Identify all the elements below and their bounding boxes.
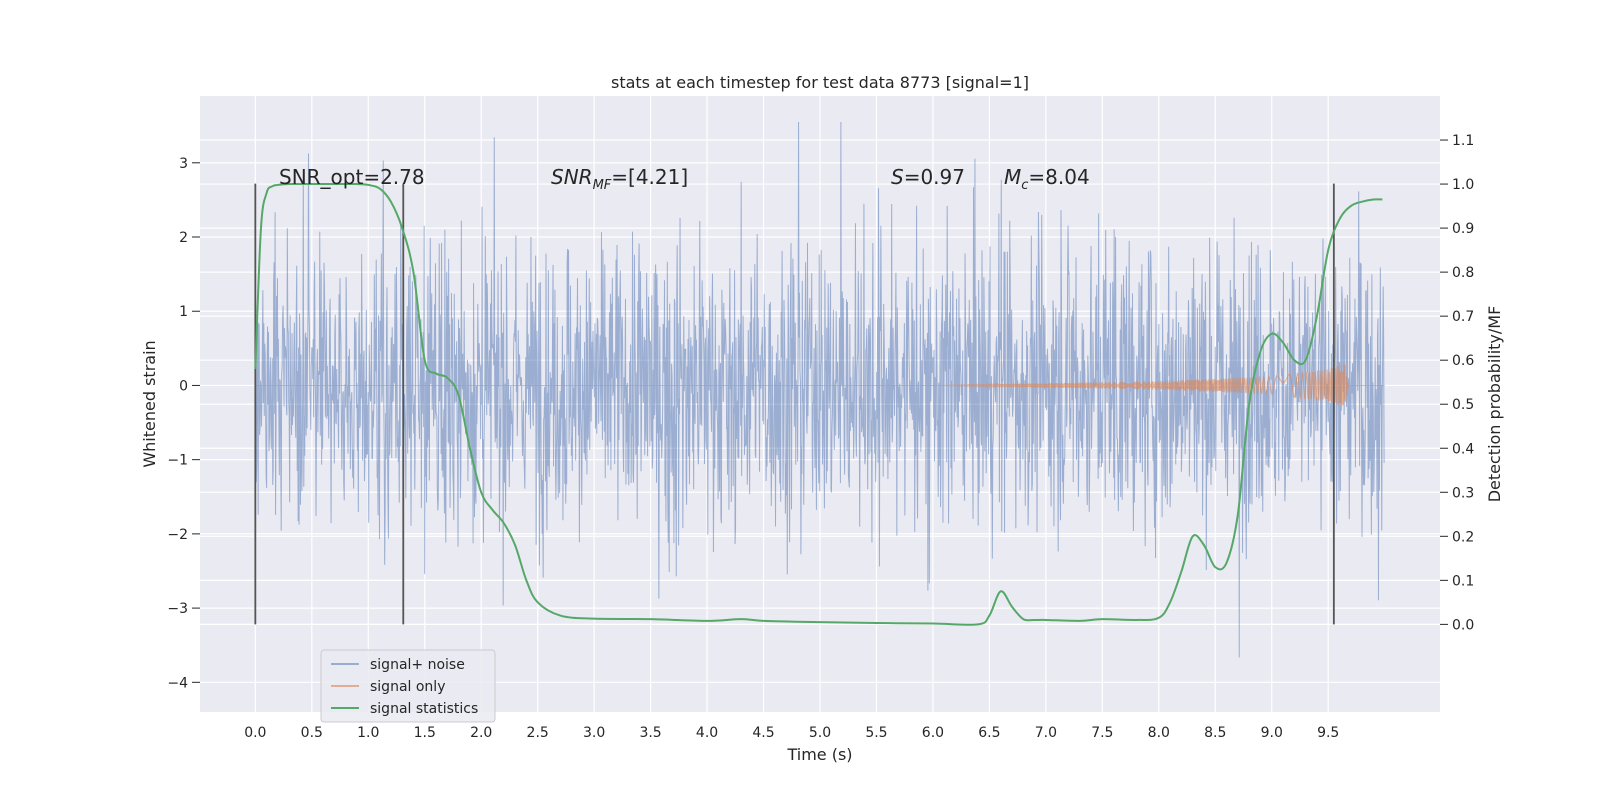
signal-only-line <box>255 363 1385 406</box>
tick-labels: 0.0 0.5 1.0 1.5 2.0 2.5 3.0 3.5 4.0 4.5 5.0 5.5 6.0 6… <box>167 133 1474 741</box>
series-signal-statistics <box>254 182 1383 626</box>
x-tick-label: 0.0 <box>244 725 266 741</box>
annotation-s: S=0.97 <box>891 165 965 189</box>
series-signal-only <box>255 363 1385 406</box>
mc-subscript: c <box>1021 178 1028 193</box>
y-right-tick-label: 0.8 <box>1452 265 1474 281</box>
vertical-markers <box>254 183 1335 625</box>
y-right-tick-label: 0.6 <box>1452 353 1474 369</box>
y-left-tick-label: −3 <box>167 601 188 617</box>
legend: signal+ noise signal only signal statist… <box>320 649 496 723</box>
snr-mf-symbol: SNR <box>551 165 593 189</box>
y-right-tick-label: 0.1 <box>1452 573 1474 589</box>
series-signal-noise <box>254 121 1385 658</box>
x-tick-label: 8.5 <box>1204 725 1226 741</box>
annotation-mc: Mc=8.04 <box>1004 165 1090 193</box>
y-right-tick-label: 0.5 <box>1452 397 1474 413</box>
y-right-tick-label: 1.1 <box>1452 133 1474 149</box>
y-right-tick-label: 0.9 <box>1452 221 1474 237</box>
x-tick-label: 5.0 <box>809 725 831 741</box>
y-left-tick-label: −4 <box>167 675 188 691</box>
x-tick-label: 1.5 <box>414 725 436 741</box>
signal-statistics-line <box>254 182 1383 626</box>
x-tick-label: 3.0 <box>583 725 605 741</box>
y-left-tick-label: 3 <box>179 156 188 172</box>
x-tick-label: 6.5 <box>978 725 1000 741</box>
y-right-tick-label: 0.4 <box>1452 441 1474 457</box>
x-axis-label: Time (s) <box>786 745 852 764</box>
snr-mf-value: =[4.21] <box>611 165 688 189</box>
s-symbol: S <box>891 165 904 189</box>
annotation-snr-opt: SNR_opt=2.78 <box>279 165 425 189</box>
y-left-tick-label: −1 <box>167 453 188 469</box>
x-tick-label: 8.0 <box>1148 725 1170 741</box>
y-right-tick-label: 0.2 <box>1452 529 1474 545</box>
legend-label-signal-noise: signal+ noise <box>370 657 465 673</box>
x-tick-label: 1.0 <box>357 725 379 741</box>
y-left-tick-label: 0 <box>179 378 188 394</box>
legend-label-signal-statistics: signal statistics <box>370 701 478 717</box>
legend-box <box>320 649 496 723</box>
chart-title: stats at each timestep for test data 877… <box>611 73 1029 92</box>
x-tick-label: 7.5 <box>1091 725 1113 741</box>
annotation-snr-mf: SNRMF=[4.21] <box>551 165 688 193</box>
snr-mf-subscript: MF <box>593 178 612 193</box>
x-tick-label: 6.0 <box>922 725 944 741</box>
y-right-tick-label: 1.0 <box>1452 177 1474 193</box>
y-left-tick-label: −2 <box>167 527 188 543</box>
y-right-tick-label: 0.7 <box>1452 309 1474 325</box>
y-axis-label-left: Whitened strain <box>140 340 159 467</box>
mc-symbol: M <box>1004 165 1021 189</box>
x-tick-label: 7.0 <box>1035 725 1057 741</box>
x-tick-label: 0.5 <box>301 725 323 741</box>
x-tick-label: 4.5 <box>752 725 774 741</box>
mc-value: =8.04 <box>1028 165 1089 189</box>
legend-label-signal-only: signal only <box>370 679 445 695</box>
x-tick-label: 2.0 <box>470 725 492 741</box>
x-tick-label: 5.5 <box>865 725 887 741</box>
y-right-tick-label: 0.3 <box>1452 485 1474 501</box>
x-tick-label: 4.0 <box>696 725 718 741</box>
x-tick-label: 3.5 <box>639 725 661 741</box>
s-value: =0.97 <box>904 165 965 189</box>
x-tick-label: 2.5 <box>527 725 549 741</box>
x-tick-label: 9.0 <box>1261 725 1283 741</box>
y-left-tick-label: 1 <box>179 304 188 320</box>
y-right-tick-label: 0.0 <box>1452 617 1474 633</box>
x-tick-label: 9.5 <box>1317 725 1339 741</box>
y-axis-label-right: Detection probability/MF <box>1485 306 1504 503</box>
signal-noise-line <box>254 121 1385 658</box>
y-left-tick-label: 2 <box>179 230 188 246</box>
